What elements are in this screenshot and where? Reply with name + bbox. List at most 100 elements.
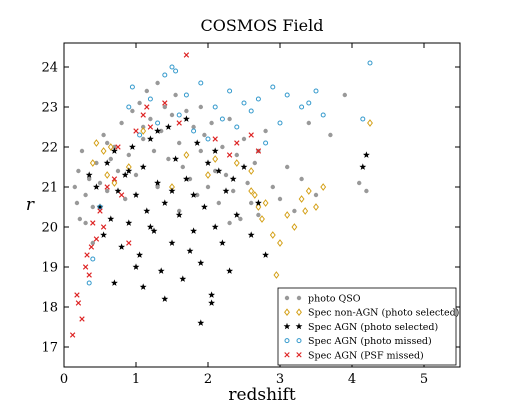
data-point — [182, 175, 190, 182]
series-star — [85, 115, 370, 326]
data-point — [285, 164, 290, 170]
data-point — [291, 223, 298, 231]
data-point — [168, 239, 176, 246]
data-point — [87, 176, 92, 182]
data-point — [306, 100, 312, 106]
y-tick-label: 17 — [41, 341, 58, 356]
legend-marker — [296, 352, 302, 358]
data-point — [118, 243, 126, 250]
data-point — [126, 104, 132, 110]
data-point — [144, 104, 150, 110]
data-point — [180, 164, 185, 170]
x-tick-label: 3 — [276, 372, 284, 387]
data-point — [218, 239, 226, 246]
data-point — [193, 139, 201, 146]
x-axis-label: redshift — [228, 385, 295, 405]
data-point — [137, 100, 142, 106]
data-point — [320, 183, 327, 191]
data-point — [292, 208, 297, 214]
data-point — [176, 120, 182, 126]
data-point — [100, 231, 108, 238]
data-point — [198, 80, 204, 86]
data-point — [212, 155, 219, 163]
data-point — [155, 80, 160, 86]
legend-box — [277, 287, 457, 366]
data-point — [173, 68, 179, 74]
data-point — [231, 188, 236, 194]
data-point — [205, 136, 211, 142]
data-point — [262, 251, 270, 258]
data-point — [359, 163, 367, 170]
data-point — [208, 291, 216, 298]
data-point — [197, 319, 205, 326]
data-point — [277, 120, 283, 126]
data-point — [90, 240, 96, 246]
data-point — [179, 275, 187, 282]
data-point — [248, 132, 254, 138]
data-point — [183, 151, 190, 159]
data-point — [154, 179, 162, 186]
data-point — [161, 295, 169, 302]
data-point — [177, 208, 182, 214]
data-point — [97, 204, 103, 210]
data-points — [69, 52, 373, 338]
data-point — [140, 127, 147, 135]
y-tick-label: 21 — [41, 181, 58, 196]
data-point — [83, 220, 88, 226]
data-point — [162, 72, 168, 78]
data-point — [79, 148, 85, 154]
data-point — [90, 220, 96, 226]
data-point — [186, 247, 194, 254]
data-point — [227, 116, 232, 122]
series-circle — [86, 60, 373, 286]
data-point — [270, 184, 275, 190]
data-point — [184, 108, 189, 114]
data-point — [176, 112, 182, 118]
data-point — [111, 179, 118, 187]
data-point — [298, 195, 305, 203]
data-point — [104, 184, 110, 190]
data-point — [364, 188, 369, 194]
data-point — [248, 108, 254, 114]
data-point — [241, 100, 247, 106]
data-point — [100, 147, 107, 155]
data-point — [362, 151, 370, 158]
data-point — [328, 132, 333, 138]
x-tick-label: 1 — [132, 372, 140, 387]
data-point — [306, 120, 311, 126]
data-point — [148, 116, 153, 122]
data-point — [248, 187, 255, 195]
data-point — [155, 184, 160, 190]
data-point — [247, 231, 255, 238]
data-point — [215, 167, 223, 174]
legend-label: Spec AGN (photo selected) — [308, 322, 438, 333]
data-point — [121, 171, 129, 178]
data-point — [187, 176, 193, 182]
data-point — [270, 84, 276, 90]
data-point — [79, 316, 85, 322]
data-point — [162, 100, 168, 106]
data-point — [155, 120, 161, 126]
data-point — [146, 135, 154, 142]
data-point — [105, 140, 110, 146]
data-point — [234, 152, 239, 158]
legend-marker — [296, 295, 302, 301]
data-point — [144, 88, 149, 94]
data-point — [251, 191, 258, 199]
y-tick-label: 19 — [41, 261, 58, 276]
data-point — [249, 200, 254, 206]
data-point — [93, 236, 100, 242]
data-point — [162, 104, 167, 110]
y-tick-label: 23 — [41, 101, 58, 116]
data-point — [252, 160, 257, 166]
data-point — [212, 136, 218, 142]
data-point — [140, 112, 146, 118]
data-point — [90, 204, 96, 210]
data-point — [357, 180, 362, 186]
data-point — [238, 216, 243, 222]
y-axis-label: r — [26, 195, 35, 215]
data-point — [132, 263, 140, 270]
data-point — [313, 192, 319, 198]
data-point — [114, 187, 122, 194]
data-point — [107, 143, 114, 151]
